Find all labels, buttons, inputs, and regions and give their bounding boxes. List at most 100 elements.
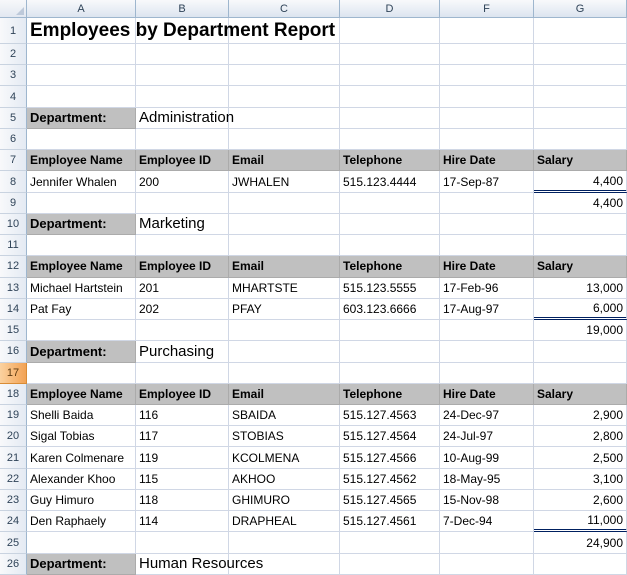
- cell-F2[interactable]: [440, 44, 534, 66]
- cell-B17[interactable]: [136, 362, 229, 384]
- cell-B20[interactable]: 117: [136, 426, 229, 448]
- column-header-C[interactable]: C: [229, 0, 340, 18]
- cell-C26[interactable]: [229, 553, 340, 575]
- cell-B18[interactable]: Employee ID: [136, 383, 229, 405]
- cell-C18[interactable]: Email: [229, 383, 340, 405]
- cell-G23[interactable]: 2,600: [534, 489, 627, 512]
- row-header-24[interactable]: 24: [0, 511, 27, 533]
- cell-F5[interactable]: [440, 107, 534, 129]
- cell-D17[interactable]: [340, 362, 440, 384]
- cell-F18[interactable]: Hire Date: [440, 383, 534, 405]
- cell-G19[interactable]: 2,900: [534, 404, 627, 427]
- cell-A12[interactable]: Employee Name: [27, 256, 136, 278]
- cell-F8[interactable]: 17-Sep-87: [440, 171, 534, 193]
- cell-A17[interactable]: [27, 362, 136, 384]
- cell-G1[interactable]: [534, 18, 627, 44]
- cell-C20[interactable]: STOBIAS: [229, 426, 340, 448]
- row-header-12[interactable]: 12: [0, 256, 27, 278]
- cell-G11[interactable]: [534, 235, 627, 257]
- cell-G8[interactable]: 4,400: [534, 171, 627, 193]
- cell-G14[interactable]: 6,000: [534, 298, 627, 321]
- cell-A10[interactable]: Department:: [27, 213, 136, 236]
- cell-C9[interactable]: [229, 192, 340, 214]
- cell-D8[interactable]: 515.123.4444: [340, 171, 440, 193]
- cell-B9[interactable]: [136, 192, 229, 214]
- row-header-25[interactable]: 25: [0, 532, 27, 554]
- cell-B23[interactable]: 118: [136, 489, 229, 512]
- select-all-corner[interactable]: [0, 0, 27, 18]
- cell-D7[interactable]: Telephone: [340, 150, 440, 172]
- cell-B19[interactable]: 116: [136, 404, 229, 427]
- cell-F14[interactable]: 17-Aug-97: [440, 298, 534, 321]
- cell-D5[interactable]: [340, 107, 440, 129]
- row-header-11[interactable]: 11: [0, 235, 27, 257]
- cell-B1[interactable]: [136, 18, 229, 44]
- cell-D14[interactable]: 603.123.6666: [340, 298, 440, 321]
- cell-A7[interactable]: Employee Name: [27, 150, 136, 172]
- row-header-23[interactable]: 23: [0, 489, 27, 512]
- cell-C15[interactable]: [229, 320, 340, 342]
- cell-C11[interactable]: [229, 235, 340, 257]
- cell-G3[interactable]: [534, 65, 627, 87]
- cell-A20[interactable]: Sigal Tobias: [27, 426, 136, 448]
- cell-F9[interactable]: [440, 192, 534, 214]
- cell-B5[interactable]: Administration: [136, 107, 234, 129]
- row-header-15[interactable]: 15: [0, 320, 27, 342]
- cell-B10[interactable]: Marketing: [136, 213, 229, 236]
- cell-G16[interactable]: [534, 341, 627, 363]
- cell-A25[interactable]: [27, 532, 136, 554]
- row-header-8[interactable]: 8: [0, 171, 27, 193]
- column-header-A[interactable]: A: [27, 0, 136, 18]
- cell-D23[interactable]: 515.127.4565: [340, 489, 440, 512]
- cell-F6[interactable]: [440, 128, 534, 151]
- cell-C6[interactable]: [229, 128, 340, 151]
- cell-A15[interactable]: [27, 320, 136, 342]
- cell-F20[interactable]: 24-Jul-97: [440, 426, 534, 448]
- cell-C21[interactable]: KCOLMENA: [229, 447, 340, 469]
- row-header-22[interactable]: 22: [0, 468, 27, 490]
- cell-G4[interactable]: [534, 86, 627, 108]
- cell-B21[interactable]: 119: [136, 447, 229, 469]
- cell-A19[interactable]: Shelli Baida: [27, 404, 136, 427]
- cell-F25[interactable]: [440, 532, 534, 554]
- cell-C7[interactable]: Email: [229, 150, 340, 172]
- cell-A14[interactable]: Pat Fay: [27, 298, 136, 321]
- row-header-5[interactable]: 5: [0, 107, 27, 129]
- cell-C5[interactable]: [229, 107, 340, 129]
- cell-G22[interactable]: 3,100: [534, 468, 627, 490]
- cell-C1[interactable]: [229, 18, 340, 44]
- cell-G17[interactable]: [534, 362, 627, 384]
- cell-C12[interactable]: Email: [229, 256, 340, 278]
- cell-C19[interactable]: SBAIDA: [229, 404, 340, 427]
- cell-A22[interactable]: Alexander Khoo: [27, 468, 136, 490]
- cell-G24[interactable]: 11,000: [534, 511, 627, 533]
- cell-B16[interactable]: Purchasing: [136, 341, 229, 363]
- cell-G25[interactable]: 24,900: [534, 532, 627, 554]
- cell-D3[interactable]: [340, 65, 440, 87]
- column-header-F[interactable]: F: [440, 0, 534, 18]
- cell-F23[interactable]: 15-Nov-98: [440, 489, 534, 512]
- cell-D21[interactable]: 515.127.4566: [340, 447, 440, 469]
- cell-B3[interactable]: [136, 65, 229, 87]
- cell-C10[interactable]: [229, 213, 340, 236]
- cell-F7[interactable]: Hire Date: [440, 150, 534, 172]
- cell-F17[interactable]: [440, 362, 534, 384]
- row-header-16[interactable]: 16: [0, 341, 27, 363]
- cell-G18[interactable]: Salary: [534, 383, 627, 405]
- cell-A21[interactable]: Karen Colmenare: [27, 447, 136, 469]
- cell-D24[interactable]: 515.127.4561: [340, 511, 440, 533]
- cell-B13[interactable]: 201: [136, 277, 229, 299]
- cell-C2[interactable]: [229, 44, 340, 66]
- cell-G21[interactable]: 2,500: [534, 447, 627, 469]
- cell-B2[interactable]: [136, 44, 229, 66]
- row-header-6[interactable]: 6: [0, 128, 27, 151]
- cell-B6[interactable]: [136, 128, 229, 151]
- cell-D4[interactable]: [340, 86, 440, 108]
- row-header-9[interactable]: 9: [0, 192, 27, 214]
- cell-C14[interactable]: PFAY: [229, 298, 340, 321]
- cell-A9[interactable]: [27, 192, 136, 214]
- cell-B12[interactable]: Employee ID: [136, 256, 229, 278]
- cell-F11[interactable]: [440, 235, 534, 257]
- cell-A16[interactable]: Department:: [27, 341, 136, 363]
- cell-D1[interactable]: [340, 18, 440, 44]
